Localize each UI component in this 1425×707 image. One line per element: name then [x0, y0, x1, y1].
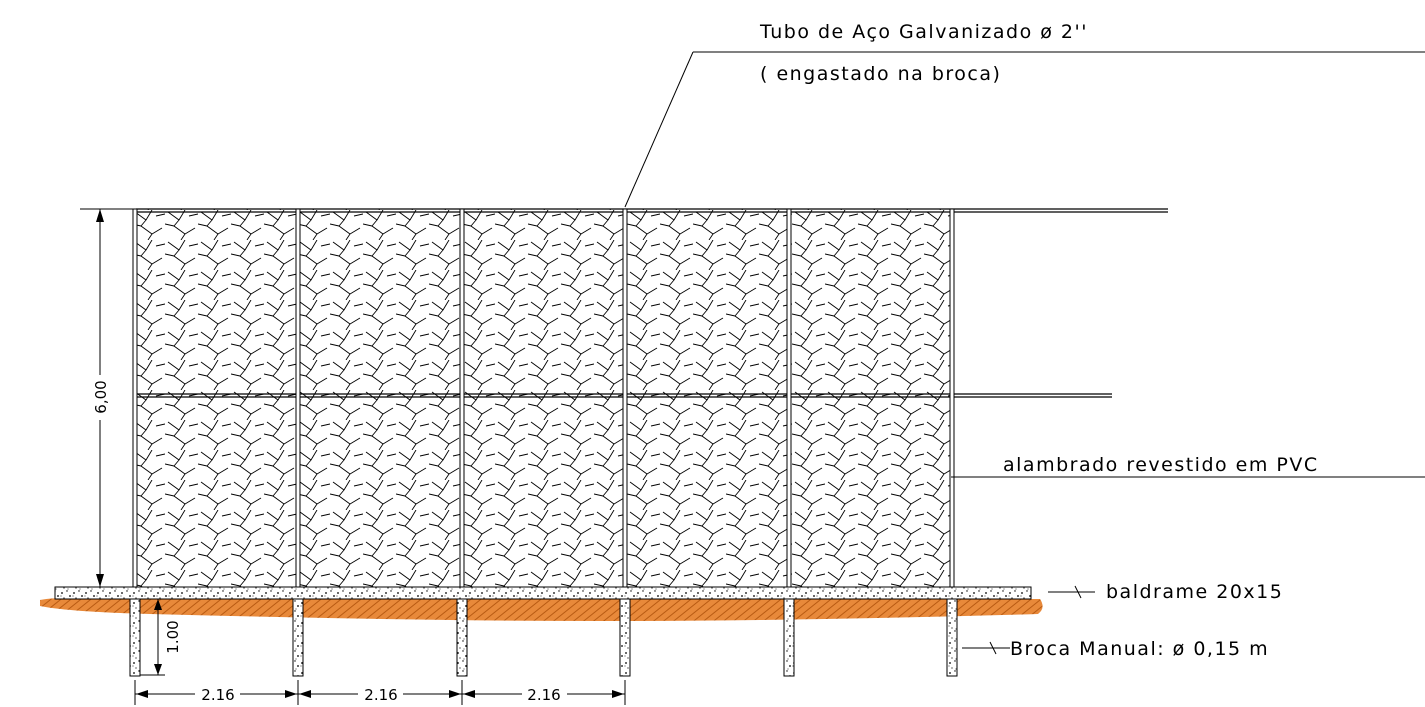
soil-layer — [40, 597, 1043, 621]
spacing-label-1: 2.16 — [201, 686, 234, 704]
spacing-dimensions: 2.16 2.16 2.16 — [134, 680, 626, 705]
post — [949, 208, 955, 588]
pile — [456, 598, 468, 677]
spacing-label-2: 2.16 — [364, 686, 397, 704]
pipe-callout-line1: Tubo de Aço Galvanizado ø 2'' — [759, 21, 1088, 43]
piles — [129, 598, 958, 677]
beam-callout: baldrame 20x15 — [1106, 581, 1283, 603]
pile — [292, 598, 304, 677]
post — [459, 208, 465, 588]
pile — [946, 598, 958, 677]
pile — [783, 598, 795, 677]
pile — [129, 598, 141, 677]
pile-callout: Broca Manual: ø 0,15 m — [1010, 638, 1269, 660]
pile-depth-dimension: 1.00 — [140, 599, 182, 676]
pipe-leader — [624, 51, 1425, 208]
beam-leader — [1048, 585, 1095, 599]
pile-leader — [962, 641, 1010, 655]
mesh-callout: alambrado revestido em PVC — [1003, 454, 1319, 476]
pile — [619, 598, 631, 677]
grade-beam — [54, 586, 1032, 600]
spacing-label-3: 2.16 — [527, 686, 560, 704]
pipe-callout-line2: ( engastado na broca) — [760, 63, 1001, 85]
post — [132, 208, 138, 588]
post — [295, 208, 301, 588]
height-dimension: 6,00 — [80, 208, 133, 588]
post — [786, 208, 792, 588]
pile-depth-label: 1.00 — [164, 620, 182, 653]
height-dimension-label: 6,00 — [92, 380, 110, 413]
fence-mesh — [136, 209, 951, 587]
top-rail — [136, 208, 1168, 213]
post — [622, 208, 628, 588]
